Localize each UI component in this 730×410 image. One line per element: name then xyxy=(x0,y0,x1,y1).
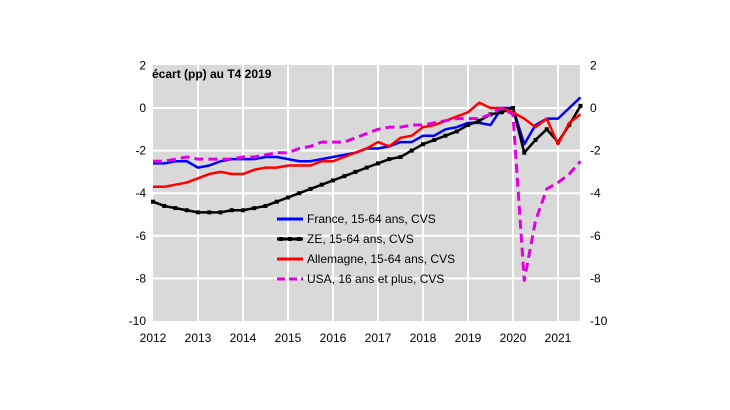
data-point xyxy=(387,157,392,162)
legend-marker xyxy=(279,237,283,241)
legend-marker xyxy=(297,237,301,241)
x-tick-label: 2014 xyxy=(230,331,257,345)
data-point xyxy=(409,148,414,153)
data-point xyxy=(319,182,324,187)
legend-label: USA, 16 ans et plus, CVS xyxy=(307,272,444,286)
data-point xyxy=(466,123,470,128)
legend-label: France, 15-64 ans, CVS xyxy=(307,212,436,226)
y-right-tick-label: -2 xyxy=(590,144,601,158)
data-point xyxy=(342,174,347,179)
data-point xyxy=(398,154,403,159)
data-point xyxy=(274,199,279,204)
x-tick-label: 2020 xyxy=(500,331,527,345)
data-point xyxy=(196,210,200,215)
data-point xyxy=(173,206,178,211)
data-point xyxy=(353,169,358,174)
data-point xyxy=(218,210,223,215)
data-point xyxy=(229,208,234,213)
data-point xyxy=(421,142,425,147)
data-point xyxy=(533,137,538,142)
data-point xyxy=(578,103,583,108)
y-tick-label: 0 xyxy=(139,101,146,115)
data-point xyxy=(443,133,448,138)
x-tick-label: 2017 xyxy=(365,331,392,345)
data-point xyxy=(477,118,482,123)
x-axis: 2012 2013 2014 2015 2016 2017 2018 2019 2020 2021 xyxy=(140,331,572,345)
y-tick-label: -10 xyxy=(129,314,147,328)
data-point xyxy=(511,106,515,110)
data-point xyxy=(308,186,313,191)
data-point xyxy=(522,150,527,155)
y-axis-left: 2 0 -2 -4 -6 -8 -10 xyxy=(129,58,147,328)
x-tick-label: 2013 xyxy=(185,331,212,345)
y-tick-label: -8 xyxy=(135,271,146,285)
y-tick-label: -6 xyxy=(135,229,146,243)
y-right-tick-label: -10 xyxy=(590,314,608,328)
y-tick-label: -4 xyxy=(135,186,146,200)
y-tick-label: 2 xyxy=(139,58,146,72)
x-tick-label: 2021 xyxy=(545,331,572,345)
data-point xyxy=(499,110,504,115)
data-point xyxy=(286,195,290,200)
data-point xyxy=(364,165,369,170)
legend: France, 15-64 ans, CVS ZE, 15-64 ans, CVS… xyxy=(277,212,455,286)
data-point xyxy=(297,191,302,196)
x-tick-label: 2018 xyxy=(410,331,437,345)
legend-label: ZE, 15-64 ans, CVS xyxy=(307,232,414,246)
legend-label: Allemagne, 15-64 ans, CVS xyxy=(307,252,455,266)
x-tick-label: 2015 xyxy=(275,331,302,345)
y-right-tick-label: -6 xyxy=(590,229,601,243)
data-point xyxy=(263,203,268,208)
x-tick-label: 2012 xyxy=(140,331,167,345)
series-group xyxy=(151,96,583,283)
y-axis-right: 2 0 -2 -4 -6 -8 -10 xyxy=(590,58,608,328)
data-point xyxy=(454,129,459,134)
x-tick-label: 2016 xyxy=(320,331,347,345)
data-point xyxy=(331,178,335,183)
data-point xyxy=(432,137,437,142)
data-point xyxy=(207,210,212,215)
data-point xyxy=(376,161,380,166)
x-tick-label: 2019 xyxy=(455,331,482,345)
legend-marker xyxy=(288,237,292,241)
data-point xyxy=(162,203,167,208)
y-right-tick-label: -8 xyxy=(590,271,601,285)
series-line-3 xyxy=(153,106,582,283)
data-point xyxy=(252,206,257,211)
y-tick-label: -2 xyxy=(135,144,146,158)
chart-title: écart (pp) au T4 2019 xyxy=(152,67,272,81)
data-point xyxy=(241,208,245,213)
y-right-tick-label: 0 xyxy=(590,101,597,115)
y-right-tick-label: 2 xyxy=(590,58,597,72)
y-right-tick-label: -4 xyxy=(590,186,601,200)
data-point xyxy=(151,199,155,204)
data-point xyxy=(544,127,549,132)
data-point xyxy=(184,208,189,213)
